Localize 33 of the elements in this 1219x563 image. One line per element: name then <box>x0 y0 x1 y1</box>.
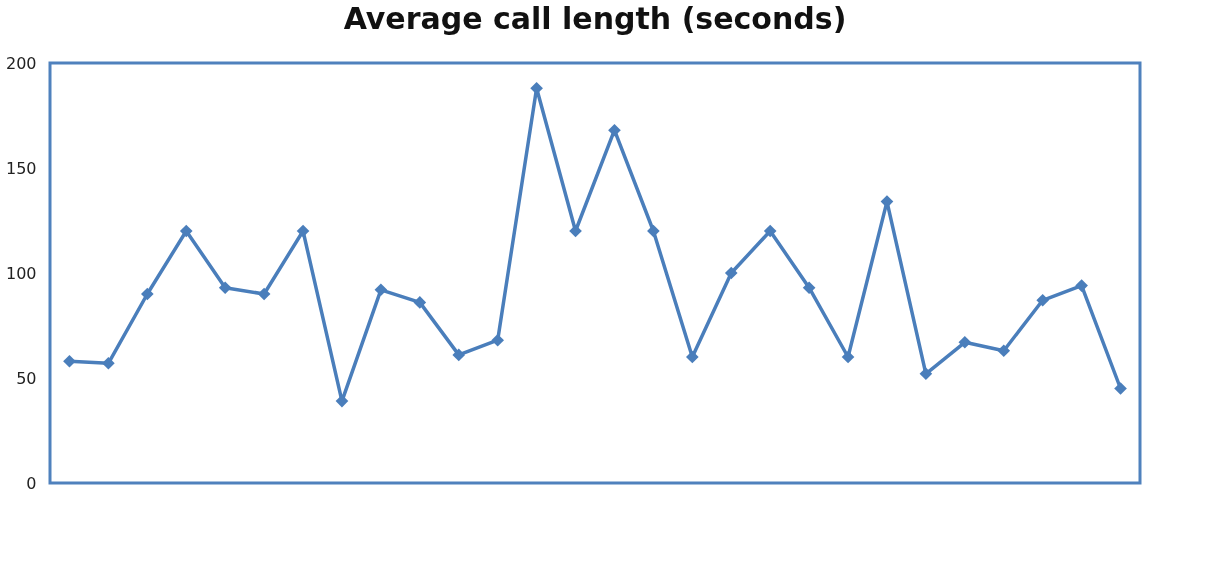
point <box>141 287 154 301</box>
point <box>608 123 621 137</box>
point <box>413 296 427 309</box>
point <box>452 348 466 362</box>
point <box>374 283 388 297</box>
y-tick-label: 50 <box>16 368 37 388</box>
point <box>647 224 660 238</box>
point <box>102 356 115 370</box>
point <box>530 81 543 95</box>
point <box>63 354 76 368</box>
point <box>880 195 894 208</box>
y-tick-label: 0 <box>26 473 37 493</box>
point <box>841 350 855 364</box>
point <box>491 333 504 347</box>
point <box>958 335 972 349</box>
point <box>218 281 232 295</box>
point <box>686 350 699 364</box>
point <box>1075 279 1088 292</box>
chart-title: Average call length (seconds) <box>343 1 847 36</box>
point <box>997 344 1011 358</box>
point <box>724 266 738 280</box>
point <box>257 287 271 301</box>
point <box>1036 293 1049 307</box>
y-tick-label: 100 <box>5 263 37 283</box>
point <box>919 367 933 381</box>
point <box>296 224 310 238</box>
point <box>569 224 582 238</box>
point <box>763 224 777 238</box>
y-tick-label: 200 <box>5 53 37 73</box>
y-tick-label: 150 <box>5 158 37 178</box>
point <box>1114 382 1127 395</box>
point <box>179 224 193 238</box>
point <box>802 281 816 295</box>
